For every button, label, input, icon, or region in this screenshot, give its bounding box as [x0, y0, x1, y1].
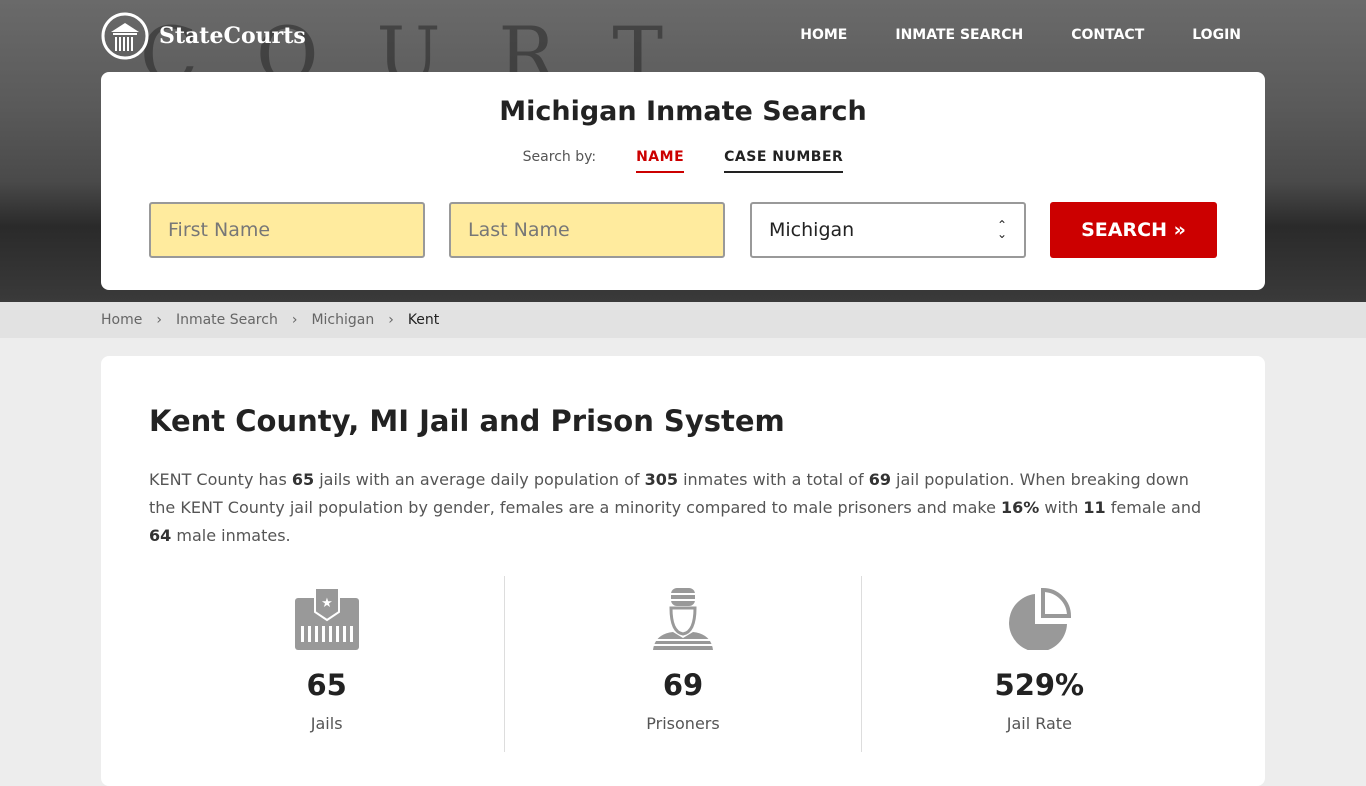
main-nav: HOME INMATE SEARCH CONTACT LOGIN: [800, 27, 1241, 43]
nav-inmate-search[interactable]: INMATE SEARCH: [895, 27, 1024, 43]
stat-prisoners: 69 Prisoners: [504, 576, 860, 752]
select-arrows-icon: ⌃ ⌄: [996, 218, 1007, 241]
nav-contact[interactable]: CONTACT: [1071, 27, 1145, 43]
breadcrumb: Home › Inmate Search › Michigan › Kent: [0, 302, 1366, 338]
breadcrumb-current: Kent: [407, 312, 440, 328]
county-info-card: Kent County, MI Jail and Prison System K…: [101, 356, 1265, 786]
breadcrumb-home[interactable]: Home: [101, 312, 143, 328]
chevron-right-icon: ›: [156, 312, 162, 328]
search-button[interactable]: SEARCH »: [1050, 202, 1217, 258]
logo[interactable]: StateCourts: [101, 12, 306, 60]
breadcrumb-inmate-search[interactable]: Inmate Search: [175, 312, 278, 328]
pie-chart-icon: [1009, 587, 1072, 652]
prisoner-icon: [652, 588, 713, 650]
stat-jails: ★ 65 Jails: [149, 576, 504, 752]
last-name-input[interactable]: Last Name: [449, 202, 725, 258]
tab-case-number[interactable]: CASE NUMBER: [724, 149, 844, 173]
breadcrumb-michigan[interactable]: Michigan: [311, 312, 375, 328]
chevron-right-icon: ›: [291, 312, 298, 328]
stat-label: Jail Rate: [1006, 714, 1072, 733]
stat-value: 529%: [994, 668, 1085, 702]
stat-label: Prisoners: [646, 714, 720, 733]
tab-name[interactable]: NAME: [636, 149, 685, 173]
search-by-label: Search by:: [522, 149, 597, 165]
stat-label: Jails: [310, 714, 343, 733]
courthouse-logo-icon: [101, 12, 149, 60]
svg-text:★: ★: [321, 596, 333, 611]
page-title: Kent County, MI Jail and Prison System: [149, 404, 785, 438]
state-select-value: Michigan: [769, 219, 855, 241]
chevron-right-icon: ›: [388, 312, 394, 328]
search-title: Michigan Inmate Search: [499, 96, 867, 127]
brand-name: StateCourts: [159, 23, 306, 49]
nav-home[interactable]: HOME: [800, 27, 848, 43]
state-select[interactable]: Michigan ⌃ ⌄: [750, 202, 1026, 258]
search-card: Michigan Inmate Search Search by: NAME C…: [101, 72, 1265, 290]
jail-icon: ★: [294, 587, 359, 650]
nav-login[interactable]: LOGIN: [1192, 27, 1241, 43]
first-name-input[interactable]: First Name: [149, 202, 425, 258]
hero-banner: COURT HOUSE StateCourts HOME INMATE SEAR…: [0, 0, 1366, 302]
stat-jail-rate: 529% Jail Rate: [860, 576, 1217, 752]
stat-value: 69: [662, 668, 704, 702]
county-summary: KENT County has 65 jails with an average…: [149, 470, 1202, 545]
stat-value: 65: [306, 668, 347, 702]
